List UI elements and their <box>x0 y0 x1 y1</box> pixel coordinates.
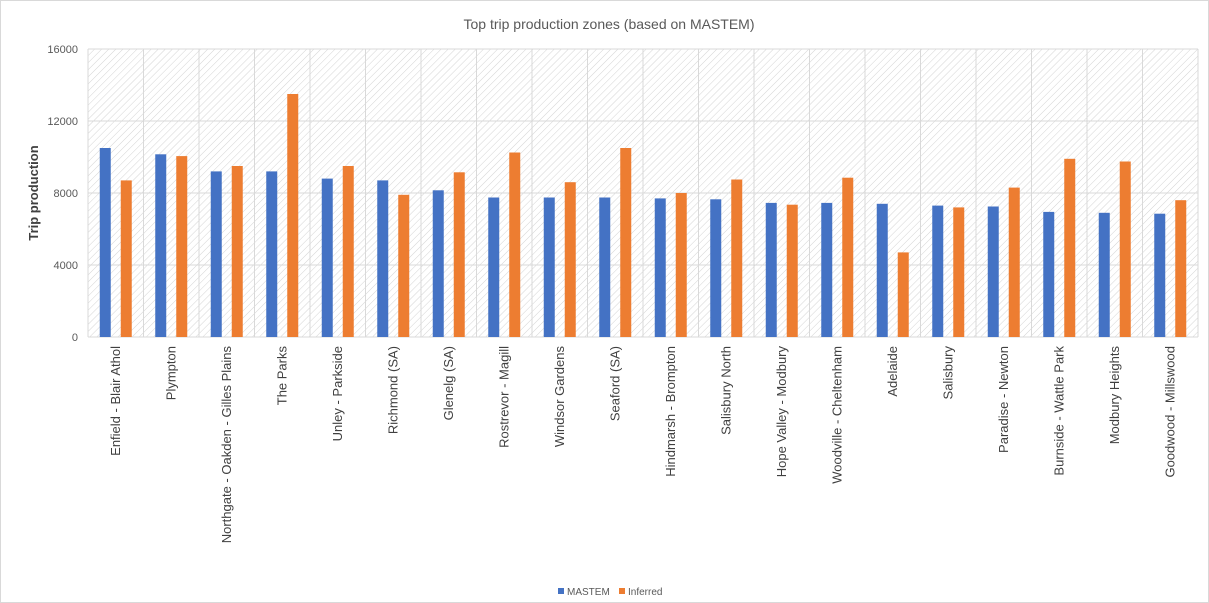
grid-lines <box>87 48 1199 338</box>
x-tick-label: Windsor Gardens <box>552 346 567 448</box>
bar-inferred <box>564 182 576 337</box>
bar-mastem <box>321 178 333 337</box>
y-axis-label: Trip production <box>26 145 41 240</box>
x-tick-label: Plympton <box>163 346 178 400</box>
x-tick-label: Paradise - Newton <box>996 346 1011 453</box>
x-tick-label: Burnside - Wattle Park <box>1051 346 1066 476</box>
x-tick-label: Hindmarsh - Brompton <box>663 346 678 477</box>
bar-mastem <box>488 197 500 337</box>
x-tick-label: Glenelg (SA) <box>441 346 456 420</box>
bars <box>99 94 1187 337</box>
x-tick-label: Salisbury North <box>718 346 733 435</box>
x-tick-label: Unley - Parkside <box>330 346 345 441</box>
bar-inferred <box>287 94 299 337</box>
bar-mastem <box>987 206 999 337</box>
legend-label-mastem: MASTEM <box>567 587 610 598</box>
bar-inferred <box>620 148 632 337</box>
legend-label-inferred: Inferred <box>628 587 662 598</box>
bar-inferred <box>675 193 687 337</box>
bar-mastem <box>1154 213 1166 337</box>
bar-mastem <box>599 197 611 337</box>
bar-inferred <box>453 172 465 337</box>
bar-mastem <box>543 197 555 337</box>
x-tick-label: Seaford (SA) <box>607 346 622 421</box>
bar-inferred <box>1008 187 1020 337</box>
y-tick-label: 0 <box>72 332 78 344</box>
bar-inferred <box>786 204 798 337</box>
bar-mastem <box>266 171 278 337</box>
legend: MASTEM Inferred <box>558 587 662 598</box>
y-tick-label: 8000 <box>54 188 78 200</box>
bar-mastem <box>654 198 666 337</box>
bar-inferred <box>1064 158 1076 337</box>
x-tick-label: The Parks <box>274 346 289 406</box>
bar-inferred <box>1119 161 1131 337</box>
bar-mastem <box>1043 211 1055 337</box>
bar-mastem <box>155 154 167 337</box>
bar-mastem <box>1098 212 1110 337</box>
bar-inferred <box>231 166 243 337</box>
x-tick-label: Salisbury <box>940 346 955 400</box>
bar-mastem <box>432 190 444 337</box>
x-tick-label: Modbury Heights <box>1107 346 1122 445</box>
bar-inferred <box>953 207 965 337</box>
bar-inferred <box>342 166 354 337</box>
y-tick-label: 12000 <box>47 116 78 128</box>
bar-inferred <box>731 179 743 337</box>
bar-inferred <box>176 156 188 337</box>
x-tick-label: Enfield - Blair Athol <box>108 346 123 456</box>
bar-inferred <box>897 252 909 337</box>
y-tick-label: 4000 <box>54 260 78 272</box>
bar-mastem <box>821 202 833 337</box>
x-tick-label: Adelaide <box>885 346 900 397</box>
bar-mastem <box>876 203 888 337</box>
y-tick-label: 16000 <box>47 44 78 56</box>
x-tick-label: Rostrevor - Magill <box>496 346 511 448</box>
bar-mastem <box>377 180 389 337</box>
x-tick-label: Northgate - Oakden - Gilles Plains <box>219 346 234 544</box>
bar-mastem <box>710 199 722 337</box>
bar-inferred <box>509 152 521 337</box>
bar-mastem <box>932 205 944 337</box>
bar-inferred <box>1175 200 1187 337</box>
bar-mastem <box>765 202 777 337</box>
bar-inferred <box>842 177 854 337</box>
x-tick-label: Goodwood - Millswood <box>1162 346 1177 478</box>
legend-swatch-mastem <box>558 588 564 594</box>
x-tick-label: Hope Valley - Modbury <box>774 346 789 478</box>
x-tick-label: Woodville - Cheltenham <box>829 346 844 484</box>
x-axis-ticks: Enfield - Blair Athol Plympton Northgate -… <box>108 346 1178 544</box>
chart-title: Top trip production zones (based on MAST… <box>463 16 754 32</box>
legend-swatch-inferred <box>619 588 625 594</box>
bar-mastem <box>210 171 222 337</box>
bar-mastem <box>99 148 111 337</box>
x-tick-label: Richmond (SA) <box>385 346 400 434</box>
bar-inferred <box>120 180 132 337</box>
y-axis-ticks: 0 4000 8000 12000 16000 <box>47 44 78 344</box>
bar-inferred <box>398 194 410 337</box>
